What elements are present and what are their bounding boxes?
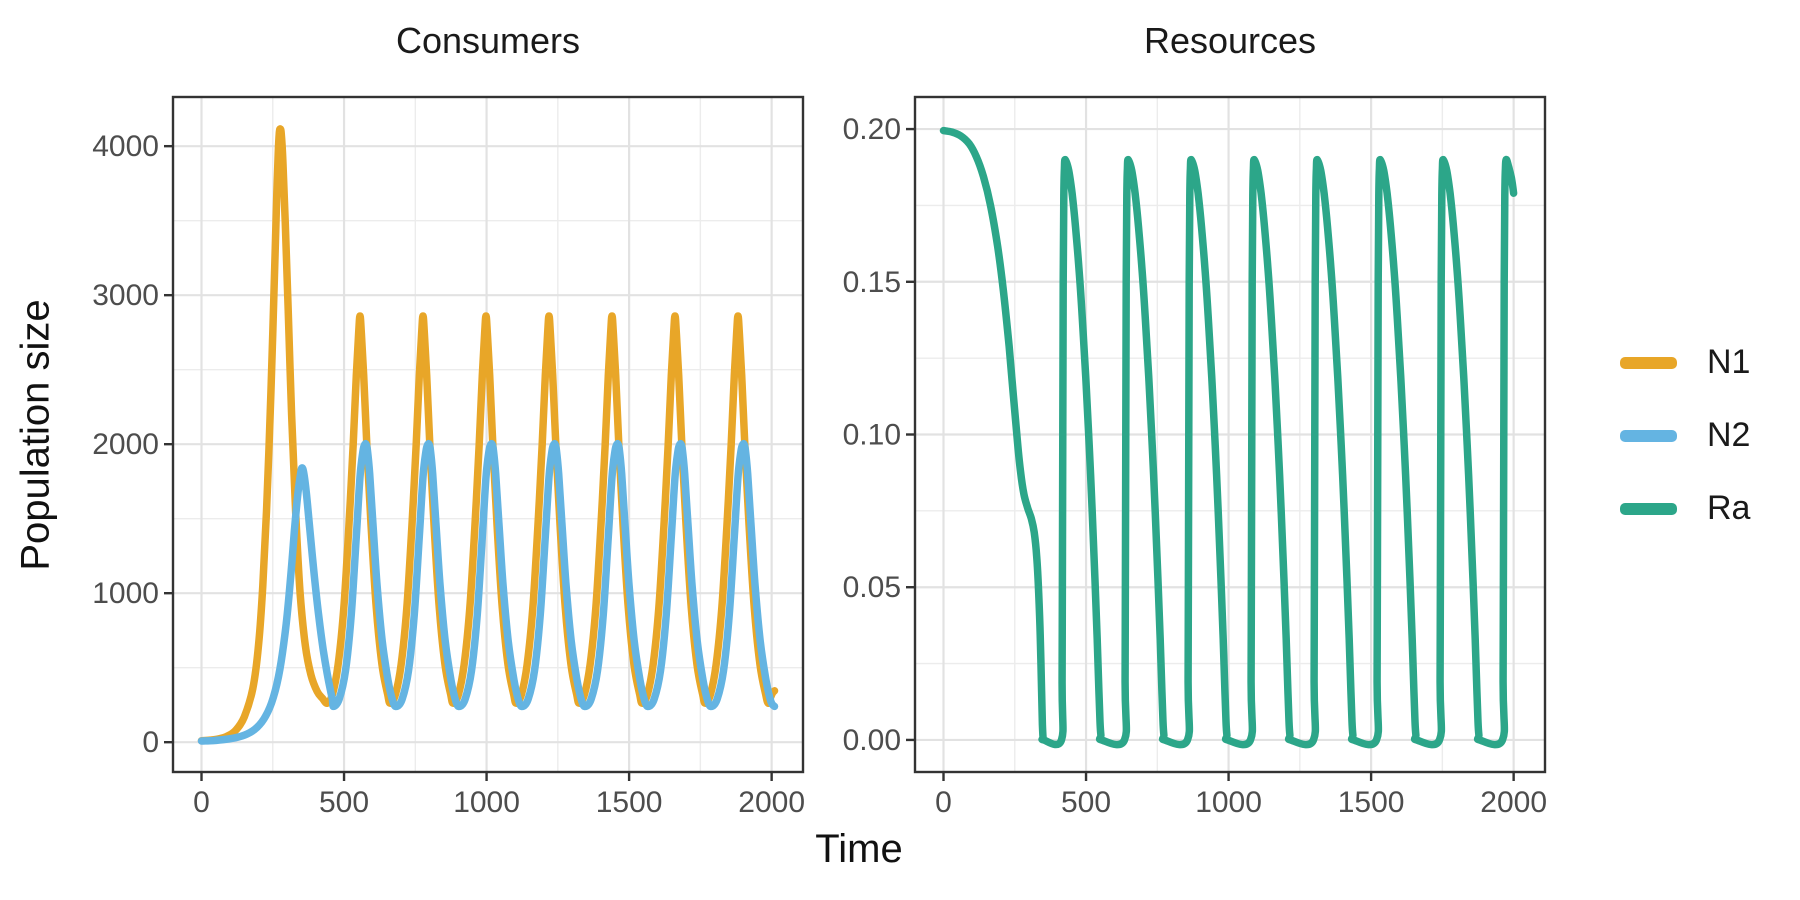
x-tick-label: 1500 <box>1338 786 1405 819</box>
y-tick-label: 1000 <box>92 577 159 610</box>
x-tick-label: 1000 <box>453 786 520 819</box>
legend-label: N2 <box>1707 416 1751 454</box>
panel-border <box>171 95 805 774</box>
legend-item-Ra: Ra <box>1620 472 1750 545</box>
series-line-N2 <box>197 440 779 745</box>
series-line-Ra <box>939 126 1518 749</box>
x-tick-label: 1000 <box>1195 786 1262 819</box>
legend-label: N1 <box>1707 343 1751 381</box>
y-tick-label: 0.15 <box>843 266 901 299</box>
panel-0: 0 500 1000 1500 2000 0 1000 2000 3000 4000 <box>92 95 805 819</box>
axis-tick-labels: 0 500 1000 1500 2000 0.00 0.05 0.10 0.15 0.20 <box>843 113 1547 819</box>
panel-title-consumers: Consumers <box>395 20 581 61</box>
x-tick-label: 2000 <box>738 786 805 819</box>
legend-item-N1: N1 <box>1620 326 1750 399</box>
y-tick-label: 2000 <box>92 428 159 461</box>
legend: N1 N2 Ra <box>1620 326 1750 545</box>
legend-key-line-Ra <box>1620 502 1677 515</box>
legend-item-N2: N2 <box>1620 399 1750 472</box>
x-tick-label: 500 <box>319 786 369 819</box>
y-tick-label: 0.10 <box>843 419 901 452</box>
y-tick-label: 4000 <box>92 130 159 163</box>
y-tick-label: 3000 <box>92 279 159 312</box>
y-tick-label: 0.20 <box>843 113 901 146</box>
axis-tick-labels: 0 500 1000 1500 2000 0 1000 2000 3000 4000 <box>92 130 805 819</box>
series-lines <box>939 126 1518 749</box>
x-tick-label: 500 <box>1061 786 1111 819</box>
panel-title-resources: Resources <box>1143 20 1317 61</box>
panel-1: 0 500 1000 1500 2000 0.00 0.05 0.10 0.15 0.20 <box>843 95 1547 819</box>
legend-key-line-N1 <box>1620 356 1677 369</box>
y-axis-title: Population size <box>13 299 58 571</box>
x-tick-label: 0 <box>193 786 210 819</box>
legend-key-line-N2 <box>1620 429 1677 442</box>
x-tick-label: 1500 <box>596 786 663 819</box>
axis-ticks <box>164 144 773 781</box>
y-tick-label: 0.05 <box>843 571 901 604</box>
y-tick-label: 0 <box>142 726 159 759</box>
x-tick-label: 2000 <box>1480 786 1547 819</box>
series-lines <box>197 125 779 745</box>
x-tick-label: 0 <box>935 786 952 819</box>
legend-label: Ra <box>1707 489 1751 527</box>
y-tick-label: 0.00 <box>843 724 901 757</box>
axis-ticks <box>906 127 1515 781</box>
x-axis-title: Time <box>815 827 903 871</box>
